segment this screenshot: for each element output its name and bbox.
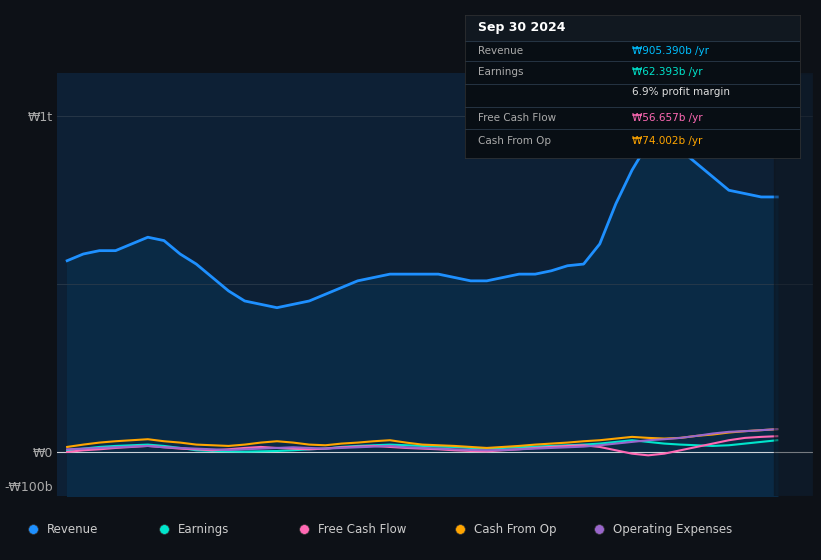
Text: ₩74.002b /yr: ₩74.002b /yr — [632, 136, 703, 146]
Text: ₩905.390b /yr: ₩905.390b /yr — [632, 46, 709, 56]
Text: Earnings: Earnings — [178, 523, 230, 536]
Bar — [774, 73, 813, 496]
Text: Free Cash Flow: Free Cash Flow — [318, 523, 406, 536]
Text: Cash From Op: Cash From Op — [474, 523, 556, 536]
Text: Earnings: Earnings — [478, 67, 524, 77]
Text: ₩56.657b /yr: ₩56.657b /yr — [632, 113, 703, 123]
Text: Revenue: Revenue — [47, 523, 99, 536]
Text: Revenue: Revenue — [478, 46, 523, 56]
Text: Operating Expenses: Operating Expenses — [613, 523, 732, 536]
Bar — [465, 15, 800, 41]
Text: Free Cash Flow: Free Cash Flow — [478, 113, 556, 123]
Text: ₩62.393b /yr: ₩62.393b /yr — [632, 67, 703, 77]
Text: 6.9% profit margin: 6.9% profit margin — [632, 87, 730, 97]
Text: Sep 30 2024: Sep 30 2024 — [478, 21, 566, 35]
Text: Cash From Op: Cash From Op — [478, 136, 551, 146]
